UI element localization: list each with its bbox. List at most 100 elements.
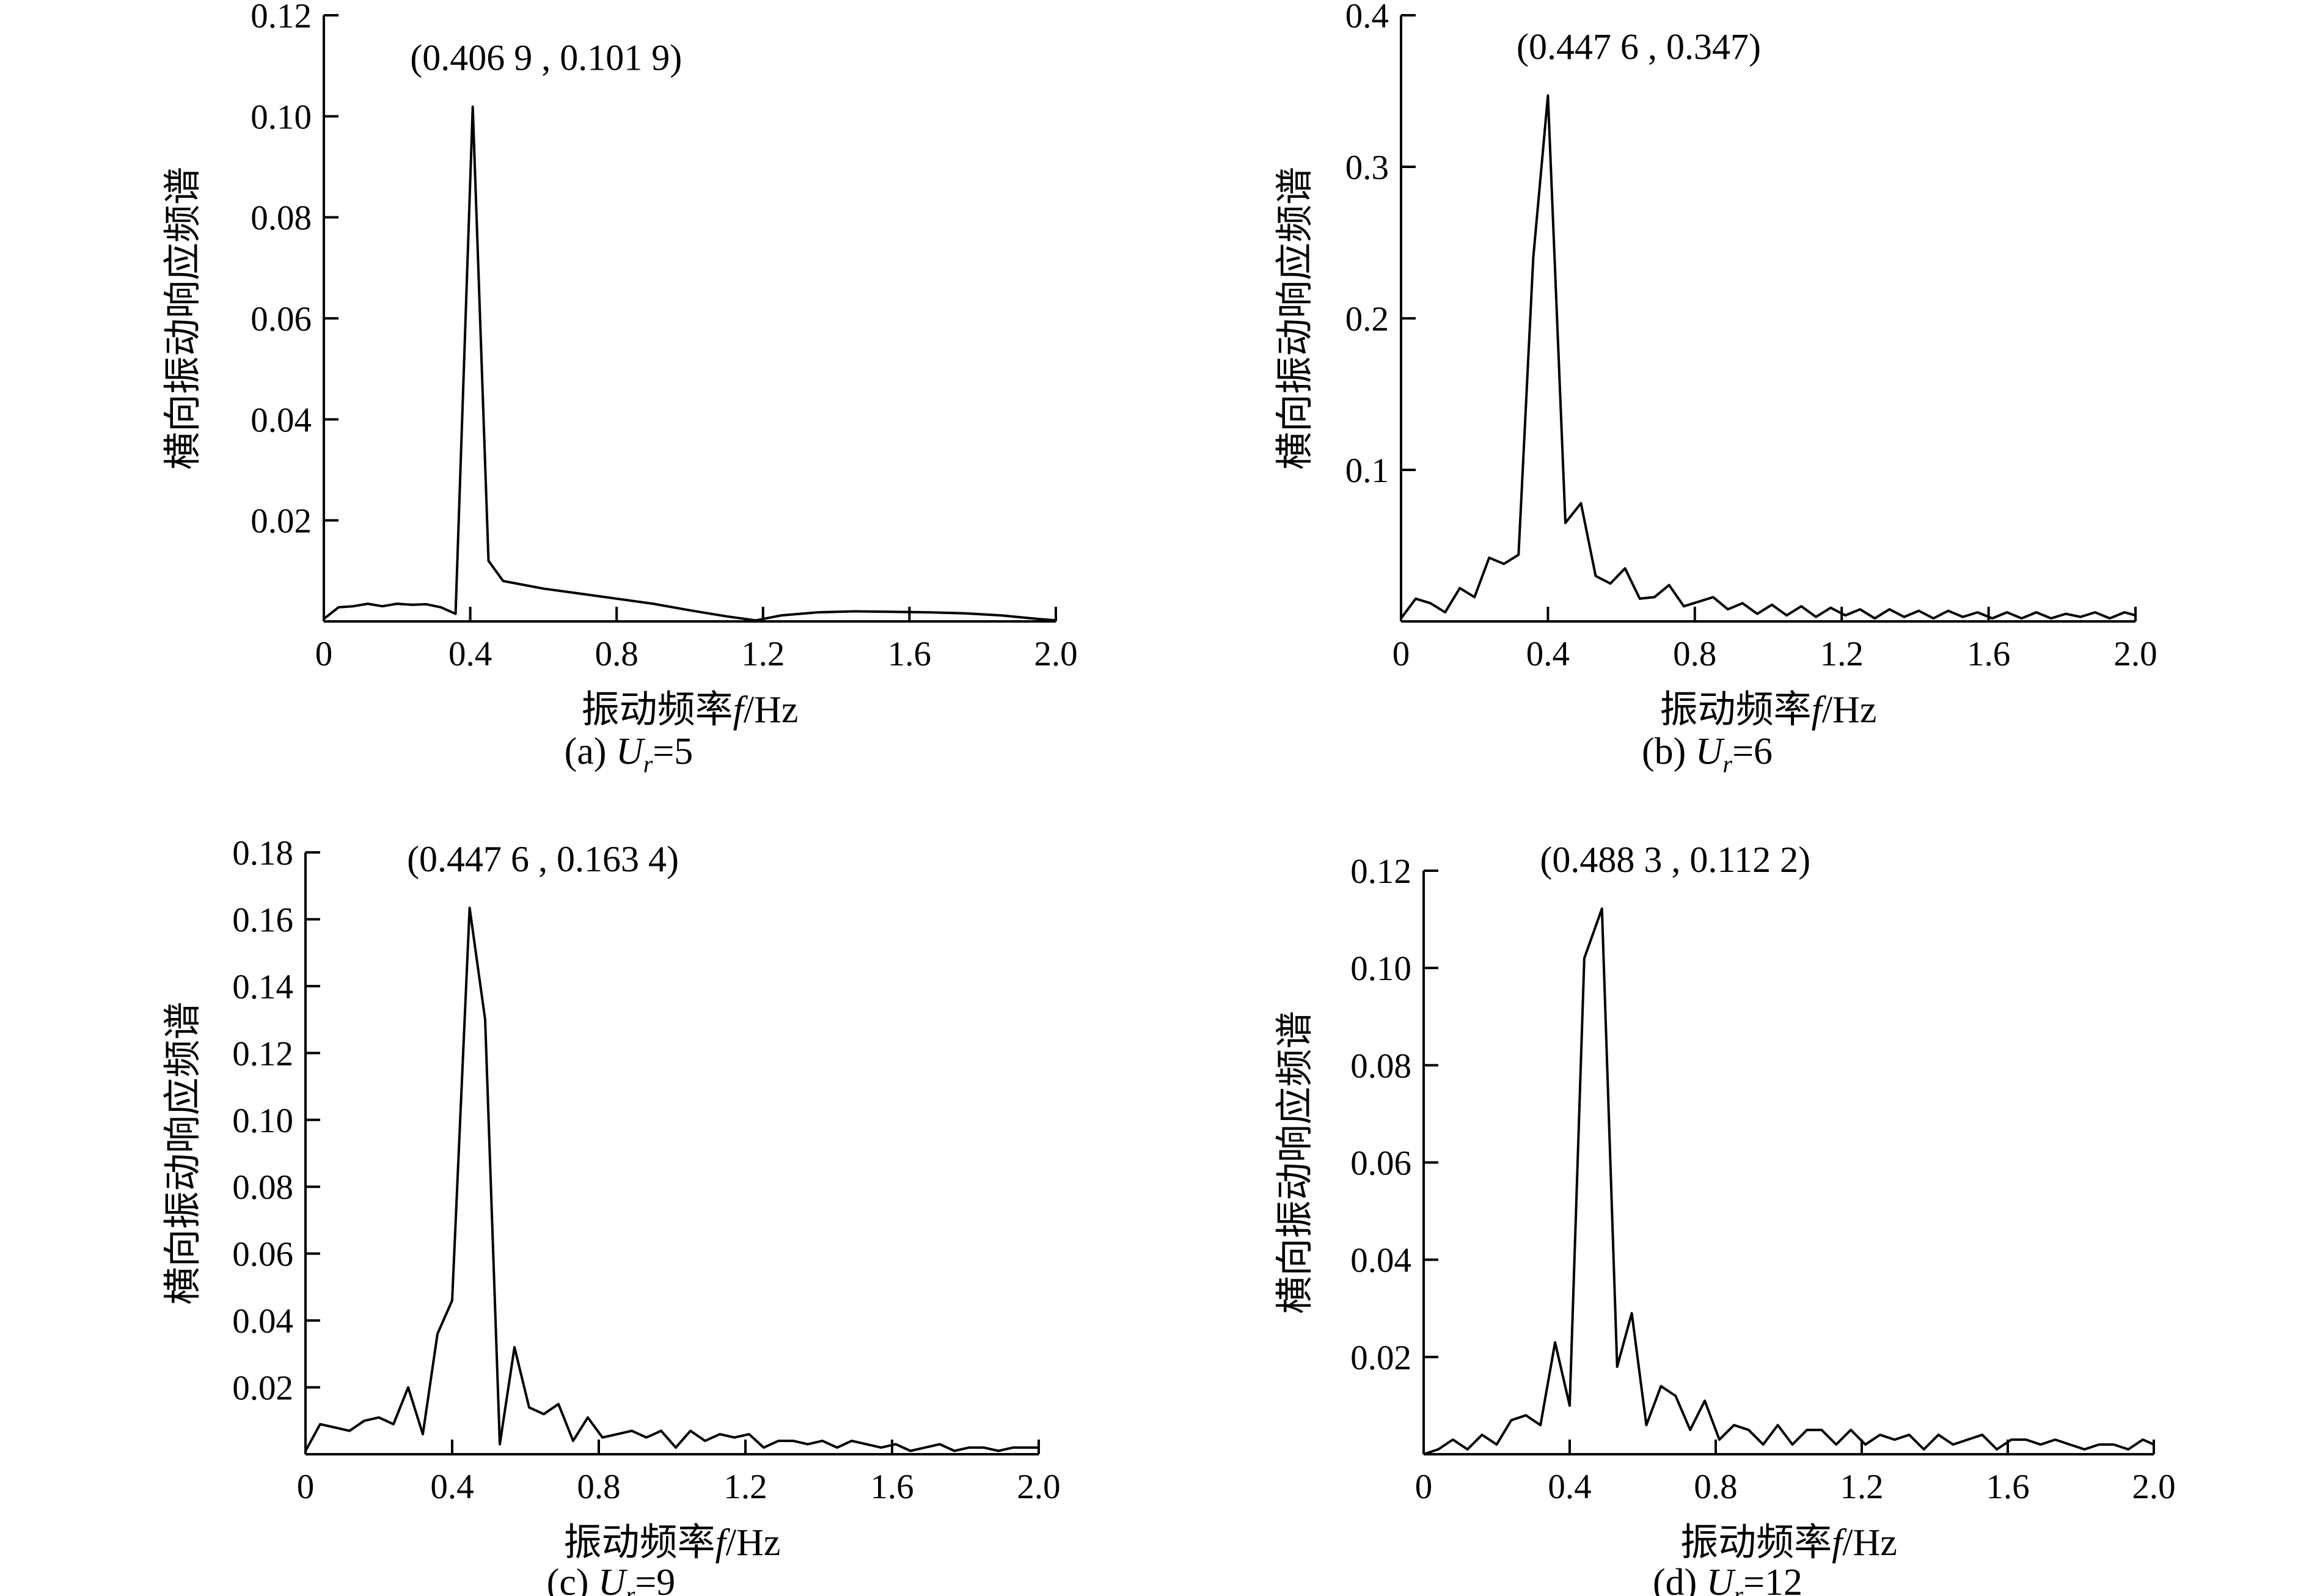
data-point (689, 1430, 692, 1432)
x-tick-label: 1.6 (870, 1468, 913, 1506)
y-tick-label: 0.14 (232, 968, 293, 1006)
data-point (484, 1019, 486, 1021)
data-point (1659, 1385, 1662, 1388)
data-point (1981, 1433, 1983, 1436)
y-axis-label: 横向振动响应频谱 (1275, 167, 1316, 470)
data-point (1917, 610, 1920, 612)
x-tick-label: 2.0 (2113, 635, 2157, 673)
data-point (1524, 1414, 1527, 1416)
data-point (2134, 614, 2137, 617)
data-point (1532, 257, 1534, 259)
data-point (1452, 1438, 1454, 1441)
y-tick-label: 0.16 (232, 901, 293, 939)
data-point (763, 1446, 765, 1449)
series-line (323, 105, 1056, 622)
caption-sub: r (626, 1581, 635, 1596)
data-point (616, 1433, 618, 1435)
caption-prefix: (d) (1653, 1562, 1707, 1596)
data-point (1908, 1433, 1911, 1436)
panel-caption: (c) Ur=9 (547, 1562, 676, 1596)
caption-var: U (598, 1562, 628, 1596)
data-point (2127, 1448, 2129, 1451)
y-tick-label: 0.3 (1345, 148, 1389, 187)
data-point (469, 907, 471, 909)
data-point (1835, 1443, 1837, 1446)
data-point (1762, 1443, 1765, 1446)
data-point (1580, 502, 1583, 505)
data-point (1055, 619, 1057, 621)
data-point (1601, 907, 1603, 910)
data-point (499, 1443, 501, 1446)
data-point (543, 1413, 545, 1415)
data-point (513, 1346, 516, 1349)
y-tick-label: 0.02 (251, 502, 312, 541)
data-point (1947, 610, 1950, 612)
caption-sub: r (1734, 1581, 1744, 1596)
data-point (1037, 1446, 1040, 1449)
data-point (1991, 617, 1994, 620)
data-point (1785, 614, 1788, 617)
x-axis-label-text: 振动频率 (582, 689, 733, 731)
data-point (1546, 94, 1549, 97)
peak-annotation: (0.488 3 , 0.112 2) (1540, 840, 1810, 880)
data-point (909, 1450, 912, 1452)
data-point (381, 605, 384, 607)
data-point (502, 580, 505, 582)
peak-annotation: (0.447 6 , 0.347) (1517, 26, 1761, 67)
caption-suffix: =9 (635, 1562, 675, 1596)
data-point (352, 605, 354, 607)
caption-suffix: =5 (653, 731, 693, 772)
data-point (755, 619, 757, 621)
data-point (572, 1440, 574, 1442)
data-point (1977, 611, 1979, 613)
series-line (1400, 94, 2136, 620)
caption-var: U (616, 731, 646, 772)
y-tick-label: 0.06 (232, 1235, 293, 1274)
caption-sub: r (1723, 750, 1733, 778)
data-point (2098, 1443, 2100, 1446)
data-point (1873, 617, 1876, 620)
data-point (1422, 1453, 1425, 1455)
y-tick-label: 0.04 (232, 1302, 293, 1341)
caption-var: U (1707, 1562, 1736, 1596)
x-axis-label-unit: /Hz (1842, 1522, 1897, 1564)
data-point (1718, 1438, 1721, 1441)
data-point (1903, 616, 1905, 618)
x-tick-label: 0.8 (595, 635, 639, 673)
caption-prefix: (c) (547, 1562, 598, 1596)
data-point (396, 602, 398, 605)
y-tick-label: 0.18 (232, 834, 293, 873)
data-point (1777, 1424, 1779, 1426)
x-tick-label: 0.4 (430, 1468, 474, 1506)
data-point (1554, 1341, 1556, 1344)
y-axis-label: 横向振动响应频谱 (1275, 1011, 1316, 1314)
data-point (890, 610, 893, 613)
x-tick-label: 0 (297, 1468, 315, 1506)
x-tick-label: 0 (1392, 635, 1410, 673)
data-point (1747, 1429, 1750, 1431)
data-point (2112, 1443, 2115, 1446)
data-point (2084, 1448, 2086, 1451)
data-point (1400, 617, 1402, 620)
data-point (1539, 1424, 1542, 1426)
data-point (425, 603, 428, 606)
data-point (337, 606, 340, 609)
peak-annotation: (0.447 6 , 0.163 4) (407, 839, 679, 879)
data-point (2010, 1438, 2013, 1441)
x-tick-label: 0.8 (1694, 1468, 1737, 1506)
data-point (1429, 602, 1432, 604)
data-point (1466, 1448, 1469, 1451)
data-point (579, 593, 581, 595)
y-tick-label: 0.02 (232, 1369, 293, 1408)
data-point (854, 610, 856, 613)
y-tick-label: 0.04 (1350, 1242, 1411, 1280)
data-point (1653, 596, 1656, 598)
data-point (1473, 596, 1476, 598)
data-point (924, 1446, 926, 1449)
x-tick-label: 0.8 (1673, 635, 1716, 673)
chart-panel-b: 0 0.4 0.8 1.2 1.6 2.0 0.1 0.2 0.3 0.4 (0.447 6 , 0… (1275, 0, 2157, 778)
data-point (1616, 1366, 1619, 1368)
data-point (1631, 1312, 1633, 1314)
data-point (631, 1430, 633, 1432)
data-point (1414, 598, 1417, 600)
